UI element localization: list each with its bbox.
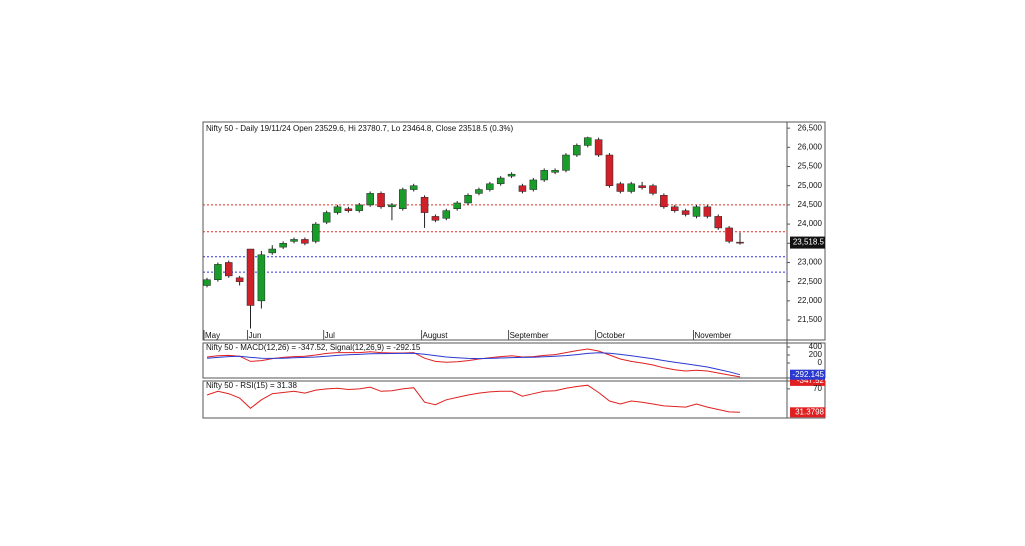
- candle-body: [344, 208, 353, 211]
- candle-body: [670, 206, 679, 211]
- y-tick-label: 23,000: [798, 258, 823, 267]
- candle-body: [464, 195, 472, 204]
- x-tick-label: August: [423, 331, 449, 340]
- price-panel: [202, 121, 826, 341]
- candle-body: [540, 170, 548, 181]
- y-tick-label: 21,500: [798, 315, 823, 324]
- candle-body: [627, 183, 635, 192]
- candle-body: [225, 262, 233, 277]
- candle-body: [583, 137, 592, 146]
- end-value-box: [790, 369, 825, 380]
- y-tick-label: 26,000: [798, 142, 823, 151]
- candle-body: [681, 210, 690, 215]
- candle-body: [660, 195, 668, 208]
- x-tick-label: Jun: [249, 331, 262, 340]
- x-tick-label: November: [694, 331, 731, 340]
- series-line: [206, 352, 741, 376]
- macd-panel: [202, 342, 826, 379]
- candle-body: [442, 210, 451, 219]
- candle-body: [203, 279, 211, 286]
- candle-body: [551, 170, 559, 173]
- y-tick-label: 70: [813, 384, 822, 393]
- candle-body: [333, 206, 342, 213]
- series-line: [206, 348, 741, 378]
- x-tick-label: May: [205, 331, 220, 340]
- candle-body: [431, 216, 440, 221]
- candle-body: [290, 239, 298, 242]
- x-tick-label: Jul: [325, 331, 335, 340]
- last-price-box: [790, 236, 825, 249]
- candle-body: [279, 243, 287, 248]
- x-tick-label: September: [510, 331, 549, 340]
- y-tick-label: 22,500: [798, 277, 823, 286]
- y-tick-label: 26,500: [798, 123, 823, 132]
- chart-title: Nifty 50 - Daily 19/11/24 Open 23529.6, …: [206, 124, 514, 133]
- candle-body: [692, 206, 701, 217]
- y-tick-label: 400: [809, 342, 823, 351]
- y-tick-label: 24,000: [798, 219, 823, 228]
- y-tick-label: 25,000: [798, 181, 823, 190]
- end-value-label: 31.3798: [795, 407, 824, 416]
- candle-body: [529, 179, 538, 190]
- last-price-label: 23,518.5: [793, 238, 825, 247]
- candle-body: [475, 189, 483, 194]
- candle-body: [235, 277, 244, 282]
- candle-body: [496, 177, 505, 185]
- end-value-label: -292.145: [792, 370, 824, 379]
- candle-body: [366, 193, 374, 206]
- candle-body: [453, 202, 461, 209]
- macd-title: Nifty 50 - MACD(12,26) = -347.52, Signal…: [206, 343, 421, 352]
- candle-body: [312, 223, 320, 242]
- y-tick-label: 25,500: [798, 162, 823, 171]
- candle-body: [257, 254, 266, 302]
- candle-body: [268, 248, 277, 254]
- candle-body: [420, 196, 429, 213]
- candle-body: [507, 173, 516, 177]
- candle-body: [388, 204, 396, 208]
- candle-body: [409, 185, 418, 190]
- candle-body: [377, 193, 385, 208]
- candle-body: [714, 216, 722, 229]
- rsi-panel: [202, 380, 826, 419]
- y-tick-label: 0: [818, 358, 823, 367]
- x-tick-label: October: [597, 331, 626, 340]
- candle-body: [399, 189, 407, 209]
- candle-body: [355, 204, 364, 211]
- candle-body: [594, 139, 603, 156]
- candle-body: [562, 154, 570, 171]
- y-tick-label: 24,500: [798, 200, 823, 209]
- candle-body: [214, 264, 222, 280]
- candle-body: [736, 241, 744, 244]
- y-tick-label: 22,000: [798, 296, 823, 305]
- series-line: [206, 384, 741, 413]
- candle-body: [322, 212, 331, 223]
- candle-body: [703, 206, 712, 217]
- end-value-box: [790, 375, 825, 386]
- candle-body: [486, 183, 494, 190]
- candle-body: [518, 185, 527, 192]
- end-value-label: -347.52: [797, 376, 825, 385]
- candle-body: [573, 145, 581, 156]
- candle-body: [649, 185, 657, 194]
- candle-body: [725, 227, 733, 242]
- rsi-title: Nifty 50 - RSI(15) = 31.38: [206, 381, 297, 390]
- candle-body: [605, 154, 614, 186]
- candle-body: [616, 183, 625, 192]
- y-tick-label: 200: [809, 350, 823, 359]
- end-value-box: [790, 407, 825, 418]
- candle-body: [638, 185, 646, 188]
- candle-body: [246, 248, 255, 306]
- candle-body: [301, 239, 309, 244]
